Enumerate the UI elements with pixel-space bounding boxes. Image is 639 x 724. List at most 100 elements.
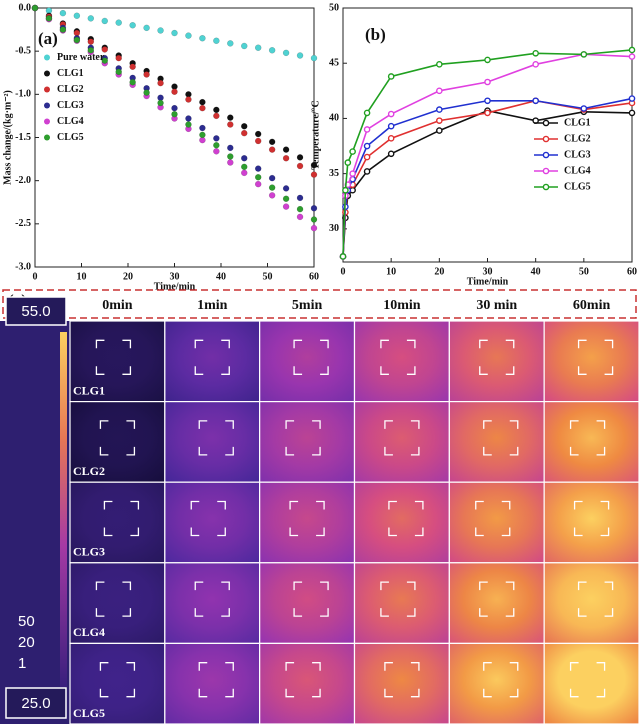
thermal-cell bbox=[69, 562, 166, 644]
roi-bracket bbox=[479, 339, 515, 375]
data-point bbox=[363, 168, 371, 175]
thermal-cell bbox=[69, 320, 166, 403]
data-point bbox=[241, 169, 248, 177]
column-header: 0min bbox=[102, 298, 133, 313]
data-point bbox=[171, 88, 178, 95]
data-point bbox=[436, 106, 443, 113]
data-point bbox=[268, 174, 276, 182]
x-tick-label: 40 bbox=[216, 271, 226, 282]
data-point bbox=[254, 44, 262, 51]
thermal-cell bbox=[543, 642, 639, 724]
data-point bbox=[628, 46, 636, 54]
x-tick-label: 0 bbox=[341, 266, 346, 277]
data-point bbox=[436, 61, 443, 68]
data-point bbox=[115, 68, 122, 76]
y-tick-label: 0.0 bbox=[19, 2, 32, 13]
scale-box bbox=[5, 296, 67, 326]
data-point bbox=[143, 24, 150, 32]
data-point bbox=[185, 32, 192, 39]
thermal-cell bbox=[448, 320, 545, 403]
thermal-cell bbox=[543, 320, 639, 403]
data-point bbox=[157, 27, 164, 34]
data-point bbox=[87, 38, 95, 45]
thermal-cell bbox=[164, 562, 261, 644]
x-tick-label: 30 bbox=[170, 271, 180, 282]
data-point bbox=[282, 203, 290, 210]
data-point bbox=[185, 115, 192, 122]
data-point bbox=[213, 37, 220, 45]
thermal-cell bbox=[69, 642, 166, 724]
legend-label: CLG3 bbox=[57, 100, 84, 111]
roi-bracket bbox=[289, 500, 325, 537]
data-point bbox=[310, 54, 318, 62]
data-point bbox=[310, 205, 318, 212]
data-point bbox=[227, 153, 234, 160]
data-point bbox=[213, 106, 220, 114]
legend-label: CLG4 bbox=[564, 165, 591, 176]
legend-label: Pure water bbox=[57, 52, 105, 63]
data-point bbox=[628, 53, 636, 60]
x-tick-label: 10 bbox=[77, 271, 87, 282]
data-point bbox=[296, 52, 304, 59]
data-point bbox=[296, 213, 304, 221]
roi-bracket bbox=[479, 581, 515, 617]
thermal-cell bbox=[259, 642, 356, 724]
roi-bracket bbox=[95, 581, 132, 617]
data-point bbox=[254, 180, 262, 188]
colorbar-bg bbox=[0, 321, 70, 724]
legend-label: CLG1 bbox=[57, 68, 84, 79]
legend-marker bbox=[542, 151, 550, 159]
legend-marker bbox=[542, 135, 550, 143]
colorbar bbox=[60, 332, 67, 687]
x-tick-label: 20 bbox=[434, 266, 444, 277]
column-header: 10min bbox=[383, 298, 421, 313]
data-point bbox=[185, 96, 192, 103]
legend-label: CLG4 bbox=[57, 116, 84, 127]
thermal-cell bbox=[448, 642, 545, 724]
data-point bbox=[484, 56, 491, 64]
roi-bracket bbox=[384, 420, 420, 456]
x-tick-label: 50 bbox=[579, 266, 589, 277]
legend-marker bbox=[542, 119, 550, 127]
roi-bracket bbox=[293, 339, 329, 375]
data-point bbox=[282, 154, 290, 162]
data-point bbox=[342, 186, 349, 194]
column-header: 5min bbox=[292, 298, 323, 313]
data-point bbox=[580, 105, 588, 112]
data-point bbox=[101, 57, 108, 64]
data-point bbox=[268, 146, 276, 153]
thermal-cell bbox=[69, 401, 166, 483]
data-point bbox=[129, 78, 136, 86]
thermal-cell bbox=[543, 481, 639, 564]
x-tick-label: 60 bbox=[627, 266, 637, 277]
thermal-cell bbox=[353, 320, 450, 403]
data-point bbox=[171, 29, 178, 37]
row-label: CLG1 bbox=[73, 383, 105, 397]
legend-marker bbox=[44, 86, 50, 93]
thermal-cell bbox=[259, 401, 356, 483]
data-point bbox=[296, 205, 304, 213]
thermal-cell bbox=[259, 562, 356, 644]
legend-marker bbox=[542, 167, 550, 175]
data-point bbox=[73, 36, 81, 44]
data-point bbox=[241, 163, 248, 171]
data-point bbox=[157, 79, 164, 87]
data-point bbox=[363, 126, 371, 133]
y-tick-label: -3.0 bbox=[15, 261, 31, 272]
y-tick-label: 40 bbox=[329, 113, 339, 124]
data-point bbox=[310, 216, 318, 223]
y-tick-label: 35 bbox=[329, 168, 339, 179]
thermal-cell bbox=[353, 562, 450, 644]
roi-bracket bbox=[569, 662, 606, 698]
data-point bbox=[282, 49, 290, 57]
row-label: CLG4 bbox=[73, 625, 105, 639]
thermal-cell bbox=[164, 320, 261, 403]
y-axis-title: Mass change/(kg·m⁻²) bbox=[2, 90, 13, 185]
scale-tick: 20 bbox=[18, 634, 35, 651]
panel-label: (a) bbox=[38, 29, 58, 48]
roi-bracket bbox=[190, 500, 226, 537]
legend-marker bbox=[44, 70, 50, 77]
data-point bbox=[349, 148, 356, 155]
data-point bbox=[310, 171, 318, 178]
